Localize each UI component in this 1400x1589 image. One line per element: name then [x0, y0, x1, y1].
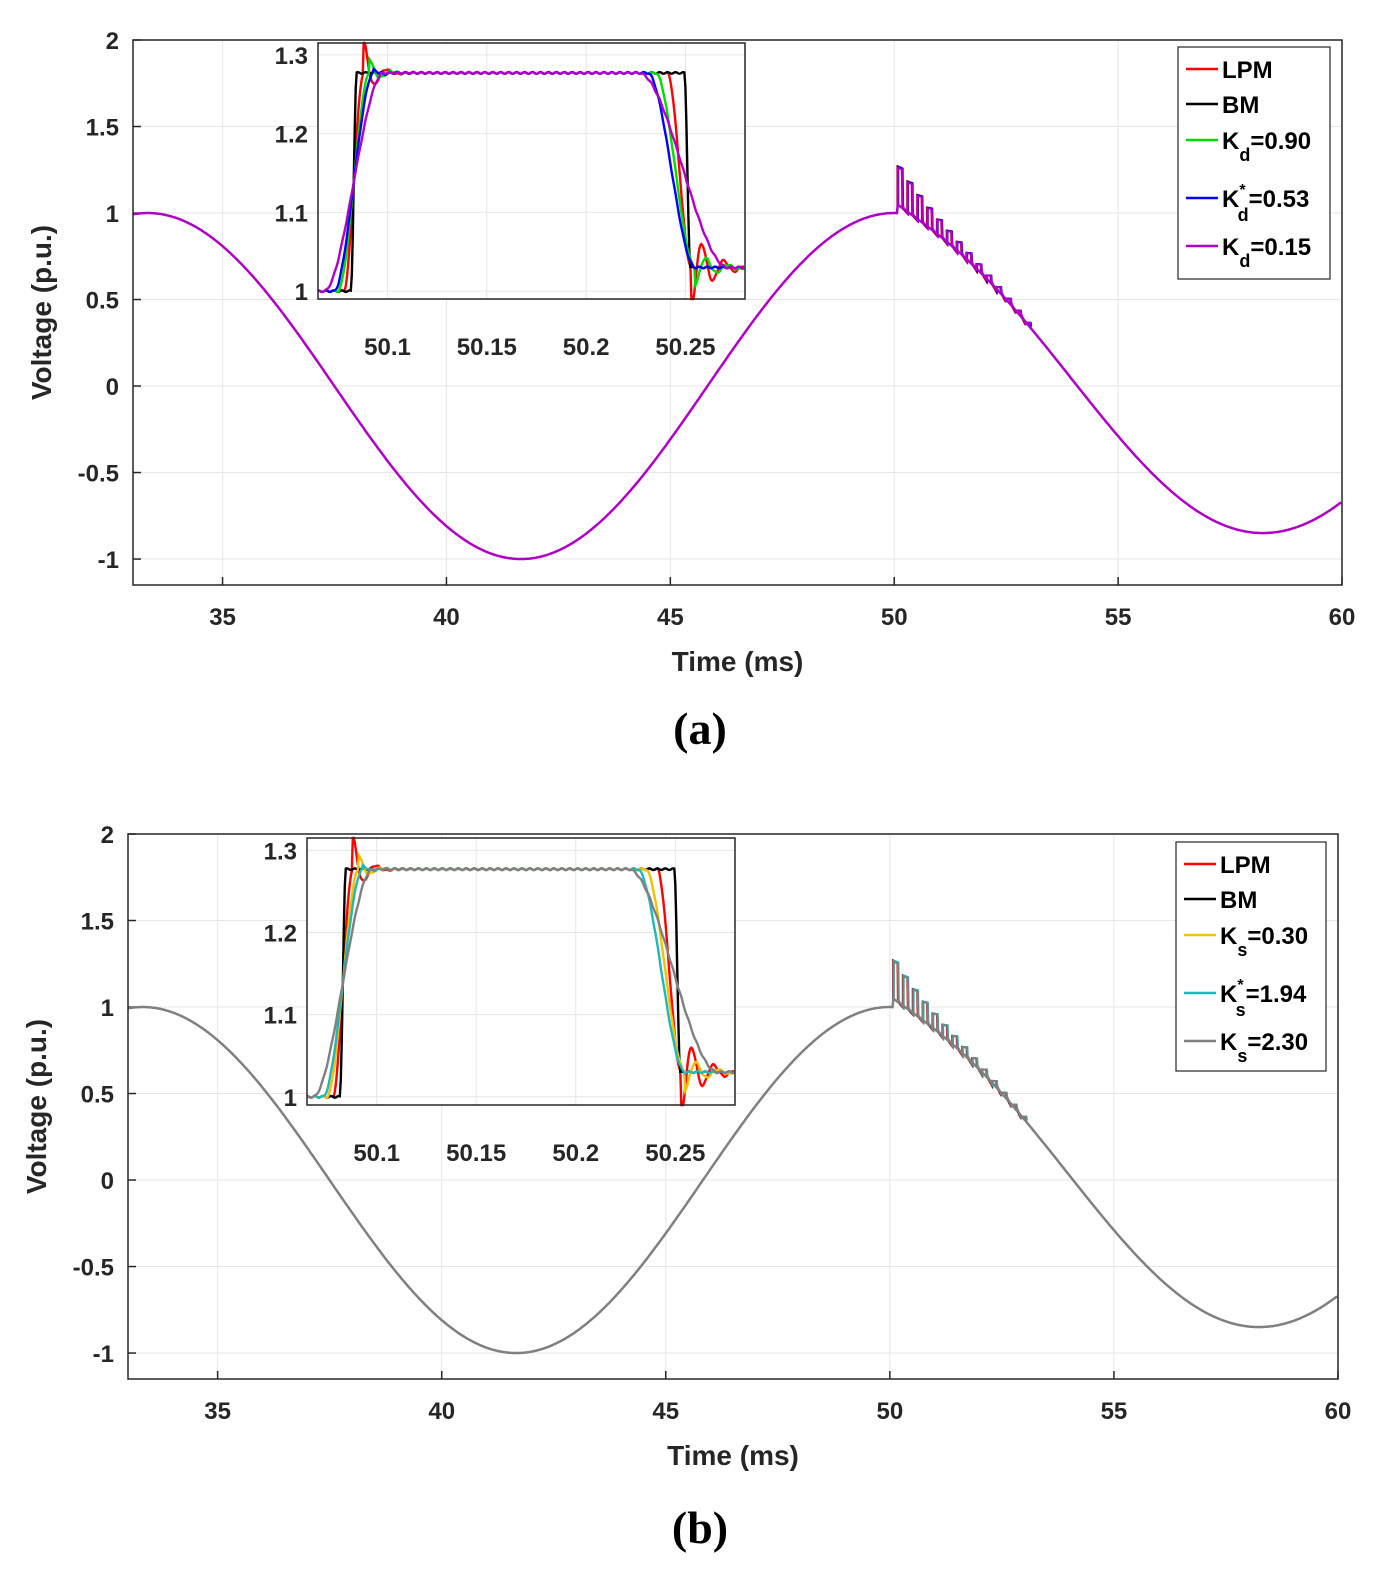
inset-y-tick-label: 1.3 — [275, 43, 308, 70]
y-axis-label: Voltage (p.u.) — [26, 225, 57, 400]
legend-label: Ks=0.30 — [1220, 923, 1308, 960]
inset: 50.1 50.15 50.2 50.25 1.3 1.2 1.1 1 — [264, 836, 736, 1167]
inset-x-tick-label: 50.15 — [446, 1140, 506, 1167]
inset-frame — [317, 42, 746, 300]
inset: 50.1 50.15 50.2 50.25 1.3 1.2 1.1 1 — [275, 41, 746, 361]
inset-x-tick-label: 50.1 — [364, 334, 411, 361]
inset-frame — [306, 837, 736, 1106]
y-tick-label: 1 — [101, 995, 114, 1022]
panel-a: 35 40 45 50 55 60 2 1.5 1 0.5 0 -0.5 -1 Time (ms) Volt… — [26, 28, 1355, 754]
inset-y-tick-label: 1 — [284, 1085, 297, 1112]
inset-x-tick-label: 50.2 — [563, 334, 610, 361]
x-tick-label: 55 — [1101, 1398, 1128, 1425]
legend-label: Kd=0.15 — [1222, 234, 1311, 271]
main-waveform — [132, 202, 1342, 561]
legend-label: Kd=0.90 — [1222, 128, 1311, 165]
x-axis-label: Time (ms) — [667, 1440, 799, 1471]
y-tick-label: -1 — [98, 547, 119, 574]
plot-frame — [127, 833, 1339, 1380]
x-tick-label: 60 — [1325, 1398, 1352, 1425]
y-tick-label: 1.5 — [81, 909, 114, 936]
x-axis-label: Time (ms) — [672, 646, 804, 677]
y-tick-label: 1.5 — [86, 115, 119, 142]
x-tick-label: 60 — [1329, 604, 1356, 631]
legend-label: BM — [1220, 887, 1257, 914]
legend: LPM BM Kd=0.90 K* d=0.53 Kd=0.15 — [1177, 46, 1331, 280]
x-tick-label: 50 — [881, 604, 908, 631]
x-tick-label: 35 — [209, 604, 236, 631]
inset-y-tick-label: 1.1 — [264, 1003, 297, 1030]
legend-label: K* s=1.94 — [1220, 977, 1307, 1020]
y-tick-label: 0 — [106, 374, 119, 401]
legend-label: Ks=2.30 — [1220, 1029, 1308, 1066]
x-tick-label: 40 — [433, 604, 460, 631]
inset-area — [307, 838, 735, 1105]
x-tick-label: 55 — [1105, 604, 1132, 631]
y-axis-label: Voltage (p.u.) — [21, 1019, 52, 1194]
inset-trace-5 — [317, 70, 745, 294]
y-tick-label: 1 — [106, 201, 119, 228]
y-tick-label: -0.5 — [78, 461, 119, 488]
y-tick-label: 2 — [106, 28, 119, 55]
legend: LPM BM Ks=0.30 K* s=1.94 Ks=2.30 — [1175, 841, 1327, 1072]
main-waveform — [127, 996, 1338, 1355]
inset-x-tick-label: 50.15 — [457, 334, 517, 361]
legend-label: LPM — [1222, 57, 1273, 84]
y-tick-label: -0.5 — [73, 1255, 114, 1282]
inset-x-tick-label: 50.25 — [645, 1140, 705, 1167]
y-tick-label: 0.5 — [81, 1082, 114, 1109]
legend-label: K* d=0.53 — [1222, 182, 1309, 225]
y-tick-label: 2 — [101, 822, 114, 849]
burst-trace-main — [896, 166, 1032, 326]
inset-x-tick-label: 50.25 — [655, 334, 715, 361]
inset-y-tick-label: 1.2 — [264, 920, 297, 947]
y-tick-label: -1 — [93, 1341, 114, 1368]
inset-area — [318, 43, 745, 299]
x-tick-label: 50 — [877, 1398, 904, 1425]
legend-label: BM — [1222, 92, 1259, 119]
inset-x-tick-label: 50.1 — [353, 1140, 400, 1167]
panel-b: 35 40 45 50 55 60 2 1.5 1 0.5 0 -0.5 -1 Time (ms) Volt… — [21, 822, 1351, 1553]
y-tick-label: 0 — [101, 1168, 114, 1195]
x-tick-label: 45 — [652, 1398, 679, 1425]
inset-y-tick-label: 1.3 — [264, 838, 297, 865]
legend-label: LPM — [1220, 852, 1271, 879]
inset-y-tick-label: 1.2 — [275, 122, 308, 149]
inset-y-tick-label: 1.1 — [275, 200, 308, 227]
inset-trace-5 — [306, 867, 735, 1099]
panel-caption: (a) — [673, 703, 727, 754]
burst-trace-main — [892, 960, 1028, 1120]
panel-caption: (b) — [672, 1502, 728, 1553]
legend-box — [1175, 841, 1327, 1072]
plot-frame — [132, 39, 1343, 586]
x-tick-label: 35 — [204, 1398, 231, 1425]
inset-x-tick-label: 50.2 — [552, 1140, 599, 1167]
y-tick-label: 0.5 — [86, 288, 119, 315]
x-tick-label: 40 — [428, 1398, 455, 1425]
legend-box — [1177, 46, 1331, 280]
x-tick-label: 45 — [657, 604, 684, 631]
inset-y-tick-label: 1 — [295, 279, 308, 306]
